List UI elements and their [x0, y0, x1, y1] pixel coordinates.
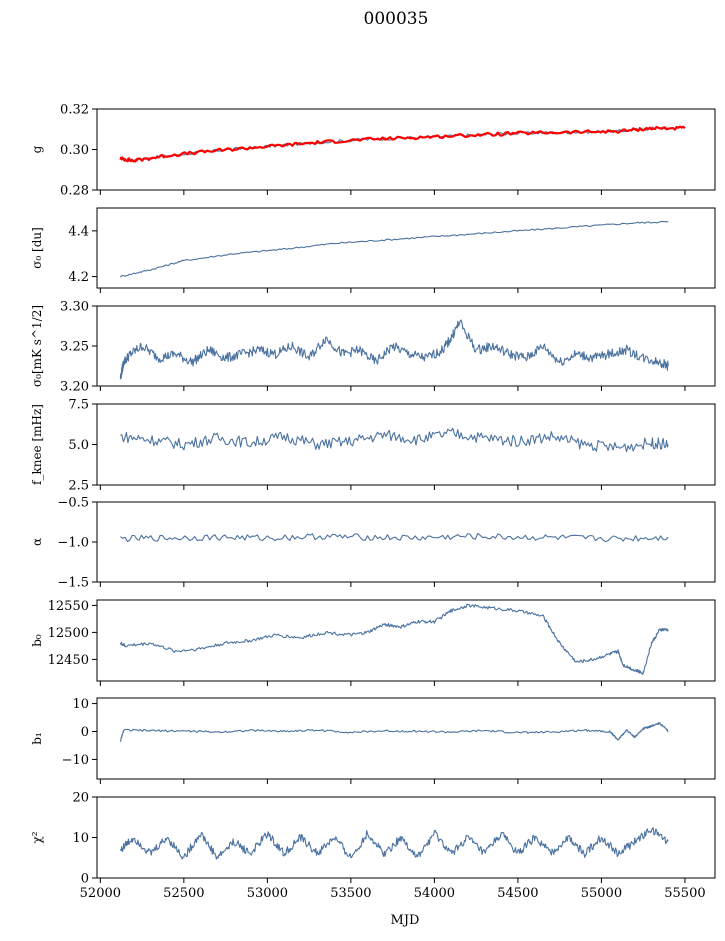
- x-axis-label: MJD: [391, 913, 420, 928]
- panel-frame: [96, 599, 716, 682]
- x-tick-label: 52000: [80, 886, 121, 901]
- series-line-g-1: [119, 125, 686, 163]
- series-line-b1-0: [119, 722, 669, 742]
- y-tick-label: 0.28: [60, 184, 89, 199]
- panel-chi2: 0 10 20 52000 52500 53000 53500 54000 54500 55000…: [30, 791, 716, 901]
- panel-frame: [96, 403, 716, 486]
- y-tick-label: −1.0: [57, 536, 89, 551]
- panel-frame: [96, 305, 716, 387]
- panels: 0.28 0.30 0.32 g 4.2 4.4 σ₀ [du] 3.20 3.25 3.30 σ₀…: [30, 103, 716, 901]
- panel-alpha: −1.5 −1.0 −0.5 α: [30, 496, 716, 591]
- panel-frame: [96, 207, 716, 289]
- y-tick-label: −1.5: [57, 576, 89, 591]
- y-axis-label: b₁: [30, 732, 44, 745]
- y-tick-label: 0: [81, 725, 89, 740]
- y-tick-label: 7.5: [68, 398, 89, 413]
- series-line-chi2-0: [119, 827, 669, 860]
- panel-b0: 12450 12500 12550 b₀: [30, 599, 716, 686]
- panel-b1: −10 0 10 b₁: [30, 697, 716, 784]
- y-tick-label: 12450: [48, 653, 89, 668]
- y-axis-label: g: [30, 145, 44, 153]
- panel-frame: [96, 697, 716, 780]
- series-line-fknee-0: [120, 427, 669, 453]
- y-axis-label: χ²: [30, 831, 44, 843]
- x-tick-label: 54500: [497, 886, 538, 901]
- y-axis-label: σ₀[mK s^1/2]: [30, 305, 44, 387]
- y-tick-label: 4.4: [68, 224, 89, 239]
- y-tick-label: 0.32: [60, 103, 89, 118]
- y-tick-label: 12500: [48, 626, 89, 641]
- x-tick-label: 55000: [581, 886, 622, 901]
- x-tick-label: 53500: [330, 886, 371, 901]
- y-tick-label: 3.30: [60, 300, 89, 315]
- y-axis-label: b₀: [30, 634, 44, 647]
- y-tick-label: 2.5: [68, 479, 89, 494]
- panel-fknee: 2.5 5.0 7.5 f_knee [mHz]: [30, 398, 716, 494]
- y-axis-label: f_knee [mHz]: [30, 404, 44, 485]
- y-axis-label: α: [30, 538, 44, 546]
- x-tick-label: 54000: [414, 886, 455, 901]
- y-tick-label: 20: [72, 791, 89, 806]
- x-tick-label: 53000: [247, 886, 288, 901]
- panel-frame: [96, 501, 716, 583]
- y-tick-label: 0: [81, 872, 89, 887]
- panel-sigma0: 4.2 4.4 σ₀ [du]: [30, 207, 716, 293]
- y-tick-label: 4.2: [68, 270, 89, 285]
- panel-g: 0.28 0.30 0.32 g: [30, 103, 716, 199]
- y-tick-label: 0.30: [60, 143, 89, 158]
- y-tick-label: 5.0: [68, 438, 89, 453]
- y-tick-label: 12550: [48, 599, 89, 614]
- series-line-b0-0: [119, 603, 669, 675]
- series-line-sigma0-0: [120, 220, 669, 278]
- panel-sigma0_mK: 3.20 3.25 3.30 σ₀[mK s^1/2]: [30, 300, 716, 395]
- y-tick-label: −0.5: [57, 496, 89, 511]
- y-tick-label: −10: [62, 753, 89, 768]
- x-tick-label: 55500: [664, 886, 705, 901]
- y-tick-label: 3.20: [60, 380, 89, 395]
- y-tick-label: 10: [72, 697, 89, 712]
- panel-frame: [96, 108, 716, 191]
- series-line-sigma0_mK-0: [119, 319, 669, 380]
- figure-title: 000035: [364, 9, 429, 29]
- y-tick-label: 10: [72, 831, 89, 846]
- series-line-alpha-0: [120, 532, 669, 543]
- y-tick-label: 3.25: [60, 340, 89, 355]
- x-tick-label: 52500: [163, 886, 204, 901]
- panel-frame: [96, 796, 716, 879]
- y-axis-label: σ₀ [du]: [30, 227, 44, 269]
